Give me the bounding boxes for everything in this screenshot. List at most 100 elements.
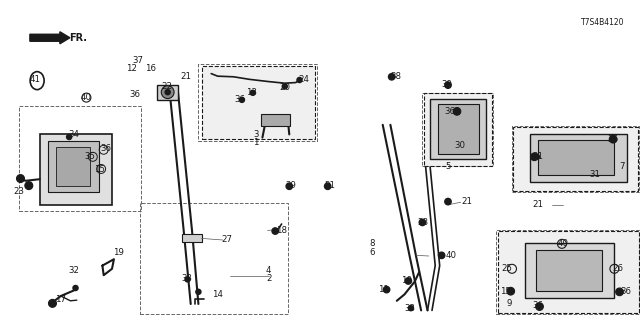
- Text: 1: 1: [253, 138, 259, 147]
- Circle shape: [239, 97, 244, 102]
- Text: 33: 33: [181, 274, 193, 283]
- Circle shape: [536, 155, 540, 159]
- Text: 8: 8: [370, 239, 375, 248]
- Text: 39: 39: [442, 80, 452, 89]
- Bar: [48, 141, 99, 192]
- Text: 38: 38: [390, 72, 401, 81]
- Text: 31: 31: [589, 170, 601, 179]
- Text: 12: 12: [125, 64, 137, 73]
- Text: 24: 24: [298, 75, 310, 84]
- Bar: [438, 104, 479, 154]
- Circle shape: [531, 153, 538, 161]
- Circle shape: [73, 285, 78, 291]
- Circle shape: [438, 252, 445, 259]
- Text: 2: 2: [266, 274, 271, 283]
- Text: 40: 40: [445, 251, 457, 260]
- Text: 19: 19: [113, 248, 124, 257]
- Circle shape: [616, 288, 623, 296]
- Circle shape: [408, 306, 413, 311]
- Text: 15: 15: [93, 165, 105, 174]
- Text: 11: 11: [378, 285, 390, 294]
- Text: 27: 27: [221, 236, 233, 244]
- Bar: [538, 140, 614, 175]
- Text: 40: 40: [81, 93, 92, 102]
- Text: 30: 30: [454, 141, 465, 150]
- Circle shape: [272, 228, 278, 234]
- Text: 32: 32: [68, 266, 79, 275]
- Circle shape: [161, 86, 174, 99]
- Bar: [182, 234, 202, 242]
- Text: 37: 37: [132, 56, 143, 65]
- Circle shape: [25, 182, 33, 189]
- Text: 6: 6: [370, 248, 375, 257]
- Circle shape: [445, 198, 451, 205]
- Circle shape: [297, 77, 302, 83]
- Text: 22: 22: [161, 82, 172, 91]
- Circle shape: [67, 134, 72, 140]
- Bar: [536, 250, 602, 291]
- Circle shape: [17, 175, 24, 182]
- Circle shape: [286, 183, 292, 189]
- Text: 41: 41: [29, 76, 41, 84]
- Text: 21: 21: [180, 72, 191, 81]
- Text: 9: 9: [506, 299, 511, 308]
- Text: 20: 20: [279, 83, 291, 92]
- Text: 36: 36: [532, 301, 543, 310]
- Circle shape: [388, 74, 395, 80]
- Text: 21: 21: [324, 181, 335, 190]
- Bar: [525, 243, 614, 298]
- Text: 25: 25: [501, 264, 513, 273]
- Bar: [513, 127, 638, 191]
- Text: 10: 10: [401, 276, 412, 285]
- Text: 14: 14: [212, 290, 223, 299]
- Circle shape: [196, 289, 201, 294]
- Bar: [496, 230, 639, 314]
- Text: 28: 28: [417, 218, 428, 227]
- Circle shape: [609, 135, 617, 143]
- FancyArrow shape: [30, 32, 70, 44]
- Circle shape: [49, 300, 56, 307]
- Bar: [56, 147, 90, 186]
- Text: 18: 18: [276, 226, 287, 235]
- Text: 36: 36: [234, 95, 246, 104]
- Circle shape: [507, 287, 515, 295]
- Bar: [498, 231, 639, 313]
- Circle shape: [419, 219, 426, 226]
- Bar: [530, 134, 627, 182]
- Bar: [512, 126, 639, 192]
- Bar: [430, 99, 486, 159]
- Text: 26: 26: [612, 264, 623, 273]
- Circle shape: [445, 82, 451, 88]
- Text: 36: 36: [444, 107, 456, 116]
- Text: 36: 36: [100, 144, 111, 153]
- Circle shape: [453, 108, 461, 115]
- Ellipse shape: [30, 72, 44, 90]
- Text: 21: 21: [532, 200, 543, 209]
- Bar: [140, 203, 288, 314]
- Text: 16: 16: [145, 64, 156, 73]
- Text: 36: 36: [607, 135, 619, 144]
- Text: 23: 23: [13, 188, 25, 196]
- Text: 4: 4: [266, 266, 271, 275]
- Bar: [424, 93, 492, 166]
- Text: 21: 21: [461, 197, 473, 206]
- Text: 15: 15: [500, 287, 511, 296]
- Circle shape: [185, 277, 190, 282]
- Text: 33: 33: [404, 304, 415, 313]
- Text: 5: 5: [445, 162, 451, 171]
- Text: 34: 34: [68, 130, 79, 139]
- Text: FR.: FR.: [69, 33, 87, 43]
- Bar: [198, 64, 317, 141]
- Bar: [261, 114, 290, 126]
- Text: 7: 7: [620, 162, 625, 171]
- Circle shape: [536, 303, 543, 310]
- Text: 29: 29: [286, 181, 296, 190]
- Circle shape: [250, 90, 255, 95]
- Text: 13: 13: [246, 88, 257, 97]
- Circle shape: [324, 183, 331, 189]
- Circle shape: [405, 278, 412, 284]
- Bar: [157, 85, 178, 100]
- Text: 21: 21: [532, 152, 543, 161]
- Circle shape: [282, 84, 287, 89]
- Text: 17: 17: [55, 295, 67, 304]
